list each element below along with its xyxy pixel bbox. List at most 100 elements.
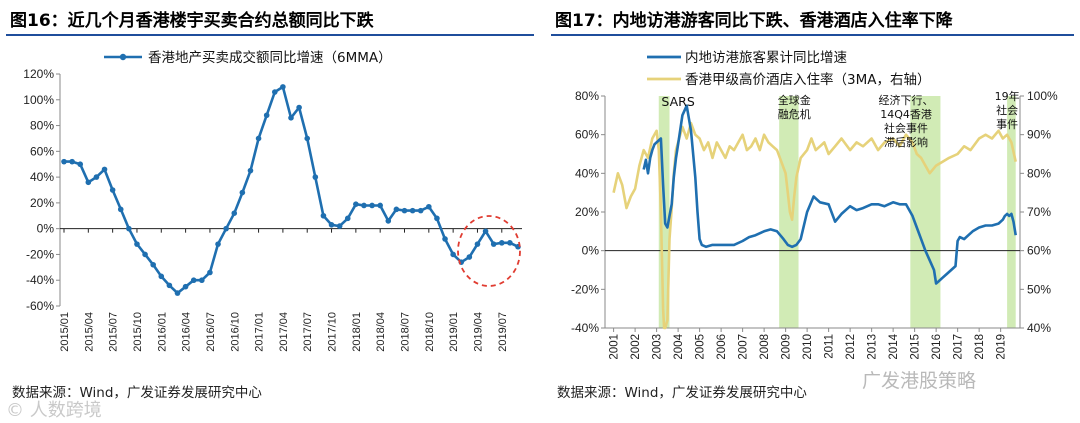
data-point xyxy=(320,212,327,219)
shaded-period xyxy=(910,96,941,328)
data-point xyxy=(158,273,165,280)
data-point xyxy=(134,241,140,247)
chart-panel-right: 图17：内地访港游客同比下跌、香港酒店入住率下降 -40% -20% 0% 20% 40… xyxy=(545,0,1080,423)
source-note-left: 数据来源：Wind，广发证券发展研究中心 xyxy=(12,385,262,401)
period-label-line: 社会 xyxy=(996,103,1018,117)
watermark-left: © 人数跨境 xyxy=(6,400,102,421)
legend-label-blue: 内地访港旅客累计同比增速 xyxy=(685,49,847,66)
data-point xyxy=(239,189,246,196)
y-tick-label: 80% xyxy=(30,119,54,133)
x-tick-label: 2016/04 xyxy=(181,312,193,352)
x-tick-label: 2019/07 xyxy=(497,312,509,352)
y2-tick-label: 40% xyxy=(1027,321,1051,335)
data-point xyxy=(296,104,302,111)
x-tick-label: 2011 xyxy=(824,334,836,359)
data-point xyxy=(336,223,343,229)
data-point xyxy=(466,254,473,260)
x-tick-label: 2007 xyxy=(738,334,750,360)
data-point xyxy=(369,202,375,209)
data-point xyxy=(271,89,278,95)
x-tick-label: 2016/01 xyxy=(156,312,168,352)
data-point xyxy=(93,174,100,180)
x-tick-label: 2010 xyxy=(802,334,814,360)
data-point xyxy=(361,202,367,209)
data-point xyxy=(312,174,319,180)
period-label: 19年社会事件 xyxy=(995,89,1020,131)
data-point xyxy=(61,158,67,165)
x-tick-label: 2016/10 xyxy=(229,312,241,352)
x-tick-label: 2019/04 xyxy=(472,312,484,352)
data-point xyxy=(288,115,294,121)
data-point xyxy=(223,225,229,232)
data-point xyxy=(417,207,424,214)
data-point xyxy=(85,179,92,186)
x-tick-label: 2015 xyxy=(910,334,922,360)
data-point xyxy=(490,241,497,247)
y-tick-label: -20% xyxy=(26,247,54,261)
data-point xyxy=(385,218,392,224)
y-tick-label: -40% xyxy=(26,273,54,287)
data-point xyxy=(304,135,311,142)
y-tick-label: 40% xyxy=(575,166,599,180)
data-point xyxy=(401,207,408,214)
x-tick-label: 2015/01 xyxy=(59,312,71,352)
highlight-circle xyxy=(457,215,521,287)
data-point xyxy=(215,241,221,247)
data-point xyxy=(150,261,156,268)
y2-tick-label: 70% xyxy=(1027,205,1051,219)
x-tick-label: 2003 xyxy=(652,334,664,360)
x-tick-label: 2014 xyxy=(888,333,900,359)
data-point xyxy=(474,241,481,247)
data-point xyxy=(426,203,432,210)
series-line-visitors xyxy=(642,104,1017,285)
data-point xyxy=(231,210,238,216)
x-tick-label: 2002 xyxy=(630,334,642,360)
period-label-line: 14Q4香港 xyxy=(880,108,932,121)
series-line-hotel xyxy=(612,121,1017,330)
y-tick-label: 20% xyxy=(575,205,599,219)
y-tick-label: 40% xyxy=(30,170,54,184)
period-label-line: 经济下行、 xyxy=(879,93,934,107)
data-point xyxy=(109,187,116,193)
period-label: SARS xyxy=(661,94,694,109)
y2-tick-label: 60% xyxy=(1027,244,1051,258)
x-tick-label: 2012 xyxy=(845,334,857,360)
line-chart-right: -40% -20% 0% 20% 40% 60% 80% 40% 50% 60% 70% 80% 90%… xyxy=(571,49,1058,360)
y2-tick-label: 90% xyxy=(1027,128,1051,142)
y-tick-label: 60% xyxy=(575,128,599,142)
x-tick-label: 2008 xyxy=(759,334,771,360)
x-tick-label: 2004 xyxy=(673,333,685,359)
x-tick-label: 2016 xyxy=(931,334,943,360)
y-tick-label: 100% xyxy=(23,93,54,107)
y-tick-label: 0% xyxy=(37,222,55,236)
x-tick-label: 2013 xyxy=(867,334,879,360)
watermark-right: 广发港股策略 xyxy=(862,370,977,392)
data-point xyxy=(507,240,513,246)
x-tick-label: 2015/07 xyxy=(108,312,120,352)
x-tick-label: 2018/04 xyxy=(375,312,387,352)
data-point xyxy=(353,201,359,207)
data-point xyxy=(142,251,148,258)
period-label: 全球金融危机 xyxy=(778,93,811,121)
x-tick-label: 2018/07 xyxy=(400,312,412,352)
chart-panel-left: 图16：近几个月香港楼宇买卖合约总额同比下跌 -60% -40% -20% 0% 20%… xyxy=(6,11,534,421)
x-tick-label: 2009 xyxy=(781,334,793,360)
data-point xyxy=(117,206,124,213)
data-point xyxy=(450,251,456,258)
data-point xyxy=(344,215,351,222)
x-tick-label: 2005 xyxy=(695,334,707,360)
x-tick-label: 2017 xyxy=(953,334,965,360)
data-point xyxy=(482,228,489,235)
data-point xyxy=(166,282,173,289)
x-tick-label: 2001 xyxy=(609,334,621,360)
data-point xyxy=(263,112,270,119)
data-point xyxy=(77,161,84,168)
x-tick-label: 2017/04 xyxy=(278,312,290,352)
period-label-line: 全球金 xyxy=(778,93,811,107)
title-rule-left xyxy=(6,34,534,36)
data-point xyxy=(207,269,213,276)
data-point xyxy=(174,290,181,296)
data-point xyxy=(498,240,505,246)
source-note-right: 数据来源：Wind，广发证券发展研究中心 xyxy=(557,385,807,401)
y-tick-label: -40% xyxy=(571,321,599,335)
